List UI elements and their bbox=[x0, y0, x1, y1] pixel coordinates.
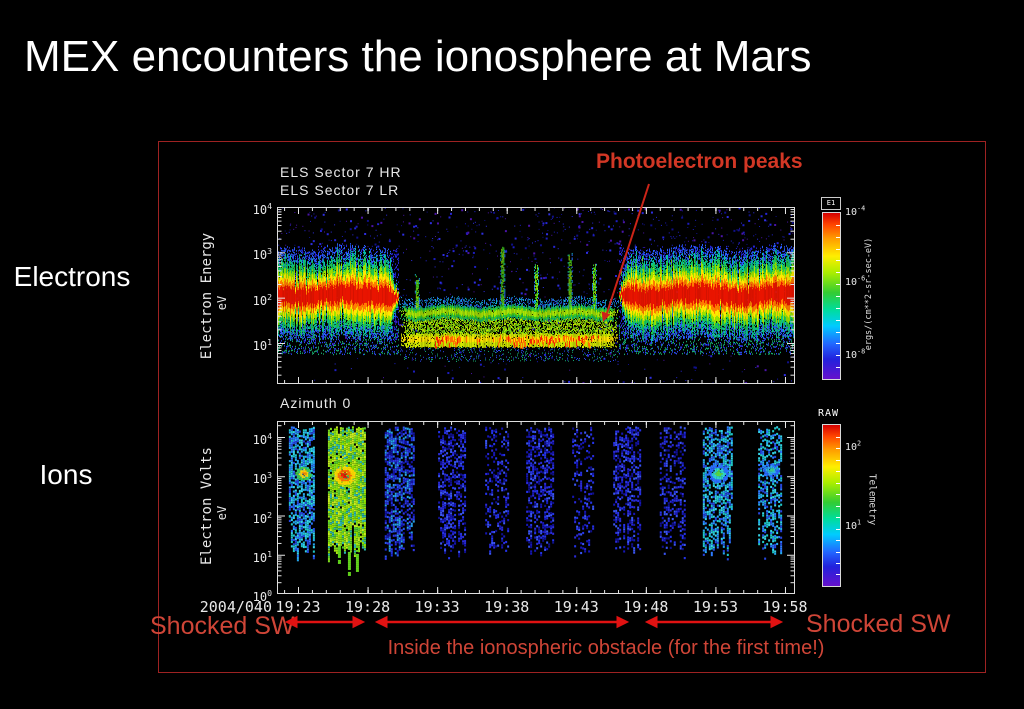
electron-spectrogram bbox=[277, 207, 795, 384]
colorbar-minor-tick bbox=[836, 224, 840, 226]
figure-frame bbox=[158, 141, 986, 673]
x-tick-label: 19:23 bbox=[275, 598, 321, 616]
photoelectron-annotation: Photoelectron peaks bbox=[596, 150, 803, 173]
top-ytick-label: 101 bbox=[252, 336, 272, 353]
colorbar-minor-tick bbox=[836, 459, 840, 461]
colorbar-unit-top: ergs/(cm**2-sr-sec-eV) bbox=[864, 237, 874, 351]
colorbar-minor-tick bbox=[836, 343, 840, 345]
top-plot-yunit: eV bbox=[215, 295, 229, 311]
colorbar-minor-tick bbox=[836, 367, 840, 369]
colorbar-minor-tick bbox=[836, 528, 840, 530]
top-plot-title-lr: ELS Sector 7 LR bbox=[280, 182, 400, 198]
colorbar-minor-tick bbox=[836, 296, 840, 297]
colorbar-minor-tick bbox=[836, 260, 840, 262]
colorbar-minor-tick bbox=[836, 551, 840, 553]
colorbar-minor-tick bbox=[836, 307, 840, 309]
top-ytick-label: 102 bbox=[252, 291, 272, 308]
top-colorbar-tick: 10-4 bbox=[845, 205, 866, 219]
top-colorbar-tick: 10-6 bbox=[845, 274, 866, 289]
colorbar-minor-tick bbox=[836, 272, 840, 274]
colorbar-minor-tick bbox=[836, 517, 840, 518]
colorbar-minor-tick bbox=[836, 574, 840, 576]
inside-obstacle-label: Inside the ionospheric obstacle (for the… bbox=[387, 637, 825, 659]
bottom-colorbar-tick: 101 bbox=[845, 518, 862, 532]
bottom-ytick-label: 100 bbox=[252, 588, 272, 604]
colorbar-minor-tick bbox=[836, 436, 840, 438]
bottom-ytick-label: 104 bbox=[252, 431, 272, 447]
bottom-ytick-label: 103 bbox=[252, 470, 272, 487]
top-colorbar-tick: 10-8 bbox=[845, 347, 866, 362]
colorbar-minor-tick bbox=[836, 248, 840, 250]
colorbar-minor-tick bbox=[836, 448, 840, 449]
colorbar-minor-tick bbox=[836, 471, 840, 472]
colorbar-minor-tick bbox=[836, 319, 840, 321]
x-tick-label: 19:33 bbox=[414, 598, 460, 616]
colorbar-minor-tick bbox=[836, 331, 840, 333]
colorbar-minor-tick bbox=[836, 505, 840, 507]
x-tick-label: 19:38 bbox=[484, 598, 530, 616]
top-ytick-label: 104 bbox=[252, 201, 272, 217]
x-axis-date-prefix: 2004/040 bbox=[199, 598, 272, 616]
bottom-colorbar-tick: 102 bbox=[845, 439, 862, 453]
flux-colorbar bbox=[822, 212, 841, 380]
row-label-electrons: Electrons bbox=[13, 261, 131, 292]
colorbar-header-bottom: RAW bbox=[818, 408, 840, 419]
colorbar-minor-tick bbox=[836, 284, 840, 286]
x-tick-label: 19:43 bbox=[553, 598, 599, 616]
row-label-ions: Ions bbox=[39, 459, 93, 490]
x-tick-label: 19:58 bbox=[762, 598, 808, 616]
page-title: MEX encounters the ionosphere at Mars bbox=[24, 32, 812, 81]
colorbar-minor-tick bbox=[836, 355, 840, 357]
colorbar-minor-tick bbox=[836, 482, 840, 484]
top-plot-title-hr: ELS Sector 7 HR bbox=[280, 164, 402, 180]
ion-spectrogram bbox=[277, 421, 795, 594]
raw-colorbar bbox=[822, 424, 841, 587]
colorbar-minor-tick bbox=[836, 494, 840, 495]
shocked-sw-left-label: Shocked SW bbox=[150, 612, 295, 640]
bottom-ytick-label: 101 bbox=[252, 548, 272, 565]
colorbar-minor-tick bbox=[836, 236, 840, 238]
colorbar-header-top: E1 bbox=[821, 197, 841, 210]
bottom-plot-ylabel: Electron Volts bbox=[199, 447, 215, 566]
top-ytick-label: 103 bbox=[252, 246, 272, 263]
x-tick-label: 19:48 bbox=[623, 598, 669, 616]
x-tick-label: 19:28 bbox=[344, 598, 391, 616]
colorbar-unit-bottom: Telemetry bbox=[866, 473, 878, 526]
colorbar-minor-tick bbox=[836, 563, 840, 564]
top-plot-ylabel: Electron Energy bbox=[199, 232, 215, 360]
bottom-plot-yunit: eV bbox=[215, 505, 229, 521]
bottom-ytick-label: 102 bbox=[252, 509, 272, 526]
shocked-sw-right-label: Shocked SW bbox=[806, 610, 951, 638]
bottom-plot-title: Azimuth 0 bbox=[280, 395, 352, 411]
colorbar-minor-tick bbox=[836, 540, 840, 541]
x-tick-label: 19:53 bbox=[692, 598, 738, 616]
